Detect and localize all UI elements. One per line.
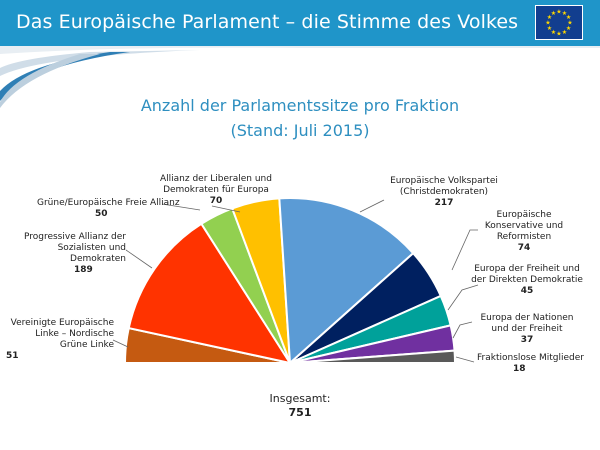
total-label: Insgesamt: 751 [240, 392, 360, 420]
label-slice-4: Europäische Volkspartei (Christdemokrate… [390, 176, 498, 208]
leader-line-2 [161, 203, 201, 211]
flag-star-icon: ★ [562, 29, 567, 36]
leader-line-3 [211, 205, 241, 213]
slice-1 [127, 222, 293, 365]
flag-star-icon: ★ [566, 25, 571, 32]
label-slice-6: Europa der Freiheit und der Direkten Dem… [471, 264, 583, 296]
leader-line-7 [452, 321, 473, 339]
page-title: Das Europäische Parlament – die Stimme d… [16, 11, 519, 33]
flag-star-icon: ★ [547, 14, 552, 21]
flag-star-icon: ★ [556, 31, 561, 38]
flag-star-icon: ★ [566, 14, 571, 21]
chart-subtitle: (Stand: Juli 2015) [230, 121, 370, 140]
flag-star-icon: ★ [562, 10, 567, 17]
flag-star-icon: ★ [545, 20, 550, 27]
flag-star-icon: ★ [567, 20, 572, 27]
flag-star-icon: ★ [547, 25, 552, 32]
leader-line-8 [455, 356, 475, 363]
slice-8 [289, 349, 457, 364]
label-slice-7: Europa der Nationen und der Freiheit 37 [480, 313, 574, 345]
flag-star-icon: ★ [551, 29, 556, 36]
label-slice-3: Allianz der Liberalen und Demokraten für… [160, 174, 272, 206]
flag-star-icon: ★ [556, 9, 561, 16]
chart-title: Anzahl der Parlamentssitze pro Fraktion [140, 96, 460, 115]
leader-line-0 [112, 339, 129, 348]
label-slice-1: Progressive Allianz der Sozialisten und … [23, 232, 126, 275]
leader-line-1 [125, 249, 153, 269]
leader-line-6 [447, 284, 479, 311]
label-slice-5: Europäische Konservative und Reformisten… [484, 210, 564, 253]
slice-4 [278, 197, 415, 366]
decorative-swoosh [0, 46, 600, 108]
label-slice-8: Fraktionslose Mitglieder 18 [477, 353, 584, 374]
leader-line-5 [451, 229, 478, 271]
eu-flag-icon: ★ ★ ★ ★ ★ ★ ★ ★ ★ ★ ★ ★ [535, 5, 583, 40]
flag-star-icon: ★ [551, 10, 556, 17]
leader-line-4 [359, 199, 385, 213]
label-slice-2: Grüne/Europäische Freie Allianz 50 [37, 198, 180, 219]
label-slice-0: Vereinigte Europäische Linke – Nordische… [6, 318, 114, 361]
total-value: 751 [288, 406, 312, 419]
header-bar: Das Europäische Parlament – die Stimme d… [0, 0, 600, 46]
